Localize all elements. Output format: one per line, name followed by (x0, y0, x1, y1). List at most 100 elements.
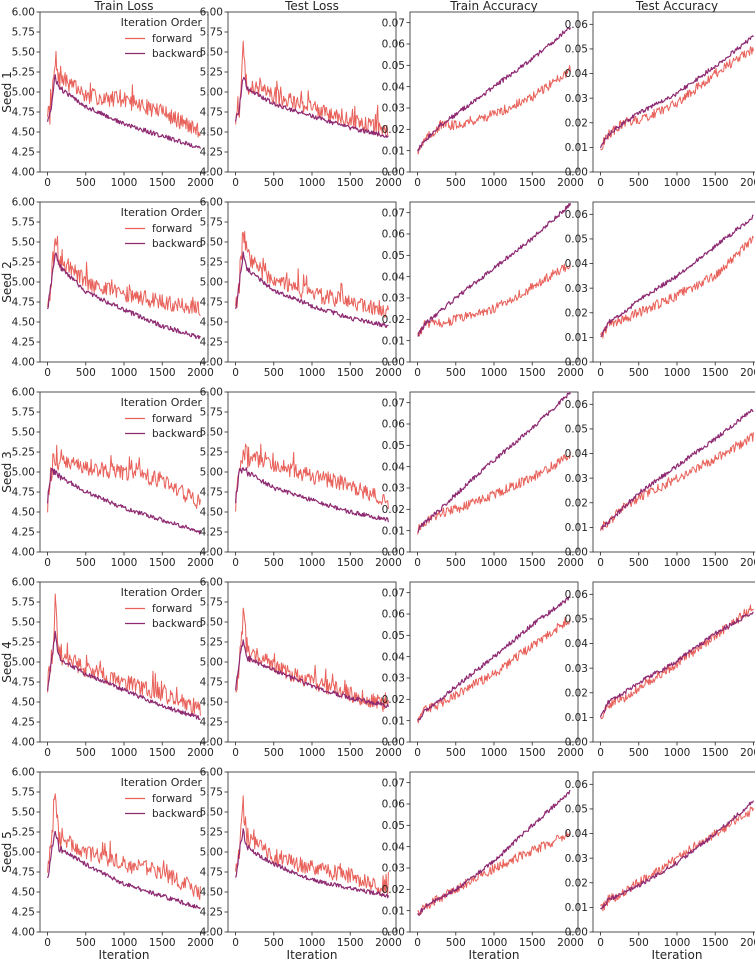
x-tick-label: 1000 (481, 557, 508, 569)
series-line-forward (47, 793, 201, 901)
y-tick-label: 4.75 (200, 107, 223, 119)
y-tick-label: 5.75 (12, 787, 35, 799)
column-title: Test Loss (284, 0, 339, 13)
series-group (47, 444, 201, 535)
y-tick-label: 0.05 (382, 630, 405, 642)
series-group (417, 27, 571, 155)
y-tick-label: 4.50 (12, 317, 35, 329)
y-tick-label: 5.75 (12, 407, 35, 419)
legend: Iteration Order forward backward (121, 396, 203, 440)
y-tick-label: 0.03 (565, 853, 588, 865)
y-tick-label: 4.50 (12, 697, 35, 709)
x-tick-label: 0 (597, 367, 604, 379)
y-tick-label: 5.50 (200, 427, 223, 439)
y-tick-label: 0.06 (565, 779, 589, 791)
row-label-seed: Seed 5 (0, 831, 14, 872)
series-group (600, 604, 754, 720)
y-tick-label: 0.02 (382, 504, 405, 516)
y-tick-label: 4.50 (200, 317, 223, 329)
y-tick-label: 0.04 (565, 638, 589, 650)
subplot-test-loss: 4.00 4.25 4.50 4.75 5.00 5.25 5.50 5.75 6.00 0 500… (200, 197, 402, 379)
x-tick-label: 1500 (702, 367, 729, 379)
legend-label-forward: forward (152, 793, 192, 805)
y-tick-label: 4.50 (200, 127, 223, 139)
axes-frame (592, 391, 755, 553)
x-tick-label: 500 (76, 367, 96, 379)
y-tick-label: 5.75 (200, 27, 223, 39)
y-tick-label: 5.00 (200, 847, 223, 859)
y-tick-label: 4.25 (200, 907, 223, 919)
series-line-backward (417, 392, 571, 533)
y-tick-label: 5.25 (12, 67, 35, 79)
y-tick-label: 6.00 (12, 7, 35, 19)
series-line-backward (417, 27, 571, 152)
x-tick-label: 500 (446, 937, 466, 949)
x-tick-label: 500 (264, 367, 284, 379)
y-tick-label: 5.50 (200, 807, 223, 819)
y-tick-label: 0.02 (382, 314, 405, 326)
x-tick-label: 2000 (187, 367, 214, 379)
y-tick-label: 4.50 (12, 507, 35, 519)
x-tick-label: 2000 (187, 747, 214, 759)
x-tick-label: 0 (232, 177, 239, 189)
y-tick-label: 4.00 (12, 547, 35, 559)
x-tick-label: 1500 (702, 747, 729, 759)
y-tick-label: 0.05 (565, 804, 588, 816)
y-tick-label: 0.06 (382, 229, 406, 241)
series-line-backward (47, 252, 201, 340)
x-tick-label: 1500 (149, 937, 176, 949)
x-tick-label: 2000 (187, 937, 214, 949)
series-line-forward (235, 607, 389, 712)
series-group (600, 408, 754, 531)
subplot-test-loss: 4.00 4.25 4.50 4.75 5.00 5.25 5.50 5.75 6.00 0 500… (200, 577, 402, 759)
legend-label-backward: backward (152, 618, 203, 630)
y-tick-label: 5.25 (12, 827, 35, 839)
series-line-backward (600, 800, 754, 910)
series-line-forward (47, 593, 201, 716)
y-tick-label: 4.75 (12, 297, 35, 309)
y-tick-label: 0.05 (382, 60, 405, 72)
y-tick-label: 4.50 (200, 697, 223, 709)
axes-frame (592, 771, 755, 933)
y-tick-label: 5.50 (12, 427, 35, 439)
y-tick-label: 5.00 (12, 657, 35, 669)
y-tick-label: 5.50 (12, 617, 35, 629)
y-tick-label: 0.05 (382, 440, 405, 452)
y-tick-label: 0.07 (382, 777, 405, 789)
y-tick-label: 0.00 (565, 167, 588, 179)
axes-frame (409, 11, 579, 173)
legend-label-forward: forward (152, 603, 192, 615)
y-tick-label: 5.50 (12, 807, 35, 819)
y-tick-label: 4.25 (200, 717, 223, 729)
series-line-backward (47, 74, 201, 149)
series-line-backward (235, 76, 389, 138)
y-tick-label: 0.02 (382, 884, 405, 896)
series-group (235, 443, 389, 523)
series-group (47, 593, 201, 721)
x-tick-label: 500 (264, 557, 284, 569)
axes-frame (409, 201, 579, 363)
subplot-test-accuracy: 0.00 0.01 0.02 0.03 0.04 0.05 0.06 0 500 1000 1500… (565, 391, 755, 569)
series-line-backward (235, 467, 389, 523)
x-tick-label: 1000 (111, 747, 138, 759)
y-tick-label: 4.25 (12, 337, 35, 349)
x-tick-label: 0 (597, 937, 604, 949)
row-label-seed: Seed 1 (0, 71, 14, 112)
series-group (600, 35, 754, 151)
x-tick-label: 1000 (481, 177, 508, 189)
subplot-train-accuracy: 0.00 0.01 0.02 0.03 0.04 0.05 0.06 0.07 0 500 1000… (382, 581, 584, 759)
y-tick-label: 4.00 (200, 167, 223, 179)
y-tick-label: 0.02 (565, 687, 588, 699)
y-tick-label: 6.00 (200, 577, 223, 589)
y-tick-label: 0.06 (565, 589, 589, 601)
x-tick-label: 2000 (557, 367, 584, 379)
series-line-forward (600, 46, 754, 151)
y-tick-label: 0.06 (382, 419, 406, 431)
y-tick-label: 4.75 (200, 487, 223, 499)
series-line-backward (417, 596, 571, 721)
y-tick-label: 4.75 (12, 487, 35, 499)
y-tick-label: 0.04 (565, 448, 589, 460)
row-label-seed: Seed 2 (0, 261, 14, 302)
subplot-train-loss: 4.00 4.25 4.50 4.75 5.00 5.25 5.50 5.75 6.00 0 500… (12, 577, 214, 759)
y-tick-label: 0.03 (382, 483, 405, 495)
